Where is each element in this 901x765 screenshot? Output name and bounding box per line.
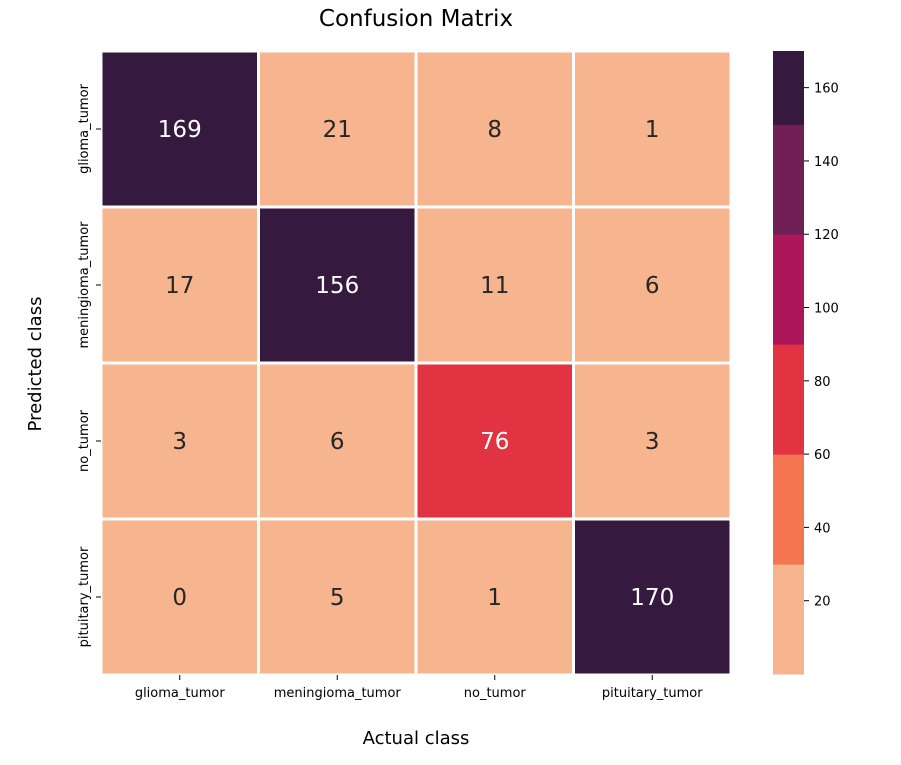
cell-value-label: 0 (172, 585, 187, 611)
y-tick-label: no_tumor (77, 409, 92, 472)
colorbar-tick-label: 80 (814, 375, 831, 390)
heatmap-cell (572, 205, 733, 365)
cell-value-label: 11 (480, 273, 509, 299)
heatmap-cell (572, 361, 733, 521)
cell-value-label: 6 (645, 273, 660, 299)
y-axis-label: Predicted class (25, 297, 46, 432)
heatmap-cell (257, 361, 418, 521)
cell-value-label: 76 (480, 429, 509, 455)
chart-title: Confusion Matrix (319, 6, 513, 32)
colorbar-tick-label: 120 (814, 228, 839, 243)
x-axis-label: Actual class (363, 728, 470, 749)
y-tick-label: meningioma_tumor (77, 221, 92, 349)
heatmap-cell (572, 517, 733, 677)
colorbar-tick-label: 140 (814, 155, 839, 170)
cell-value-label: 170 (630, 585, 674, 611)
cell-value-label: 17 (165, 273, 194, 299)
y-tick-label: pituitary_tumor (77, 546, 92, 647)
heatmap-cell (99, 49, 260, 209)
x-tick-label: meningioma_tumor (274, 686, 402, 701)
colorbar-tick-label: 20 (814, 595, 831, 610)
x-axis-ticks: glioma_tumor meningioma_tumor no_tumor pitu… (135, 675, 703, 701)
heatmap-cell-labels: 169 21 8 1 17 156 11 6 3 6 76 3 0 5 1 170 (158, 117, 674, 611)
colorbar-segment (773, 564, 804, 675)
heatmap-cell (572, 49, 733, 209)
cell-value-label: 1 (487, 585, 502, 611)
colorbar-tick-label: 60 (814, 448, 831, 463)
cell-value-label: 6 (330, 429, 345, 455)
cell-value-label: 3 (645, 429, 660, 455)
colorbar-segment (773, 124, 804, 235)
colorbar-ticks: 20 40 60 80 100 120 140 160 (804, 82, 839, 610)
x-tick-label: glioma_tumor (135, 686, 226, 701)
heatmap-cells (99, 49, 733, 677)
colorbar-segment (773, 234, 804, 345)
colorbar-tick-label: 160 (814, 82, 839, 97)
colorbar (773, 51, 804, 675)
cell-value-label: 21 (323, 117, 352, 143)
cell-value-label: 1 (645, 117, 660, 143)
x-tick-label: no_tumor (464, 686, 527, 701)
colorbar-tick-label: 100 (814, 302, 839, 317)
cell-value-label: 8 (487, 117, 502, 143)
colorbar-tick-label: 40 (814, 521, 831, 536)
cell-value-label: 3 (172, 429, 187, 455)
y-tick-label: glioma_tumor (77, 83, 92, 174)
heatmap-cell (257, 205, 418, 365)
cell-value-label: 5 (330, 585, 345, 611)
colorbar-segment (773, 51, 804, 125)
cell-value-label: 156 (315, 273, 359, 299)
colorbar-segment (773, 454, 804, 565)
heatmap-cell (257, 49, 418, 209)
x-tick-label: pituitary_tumor (602, 686, 703, 701)
y-axis-ticks: glioma_tumor meningioma_tumor no_tumorpitu… (77, 83, 101, 647)
heatmap-cell (414, 49, 575, 209)
heatmap-cell (257, 517, 418, 677)
colorbar-segment (773, 344, 804, 455)
cell-value-label: 169 (158, 117, 202, 143)
